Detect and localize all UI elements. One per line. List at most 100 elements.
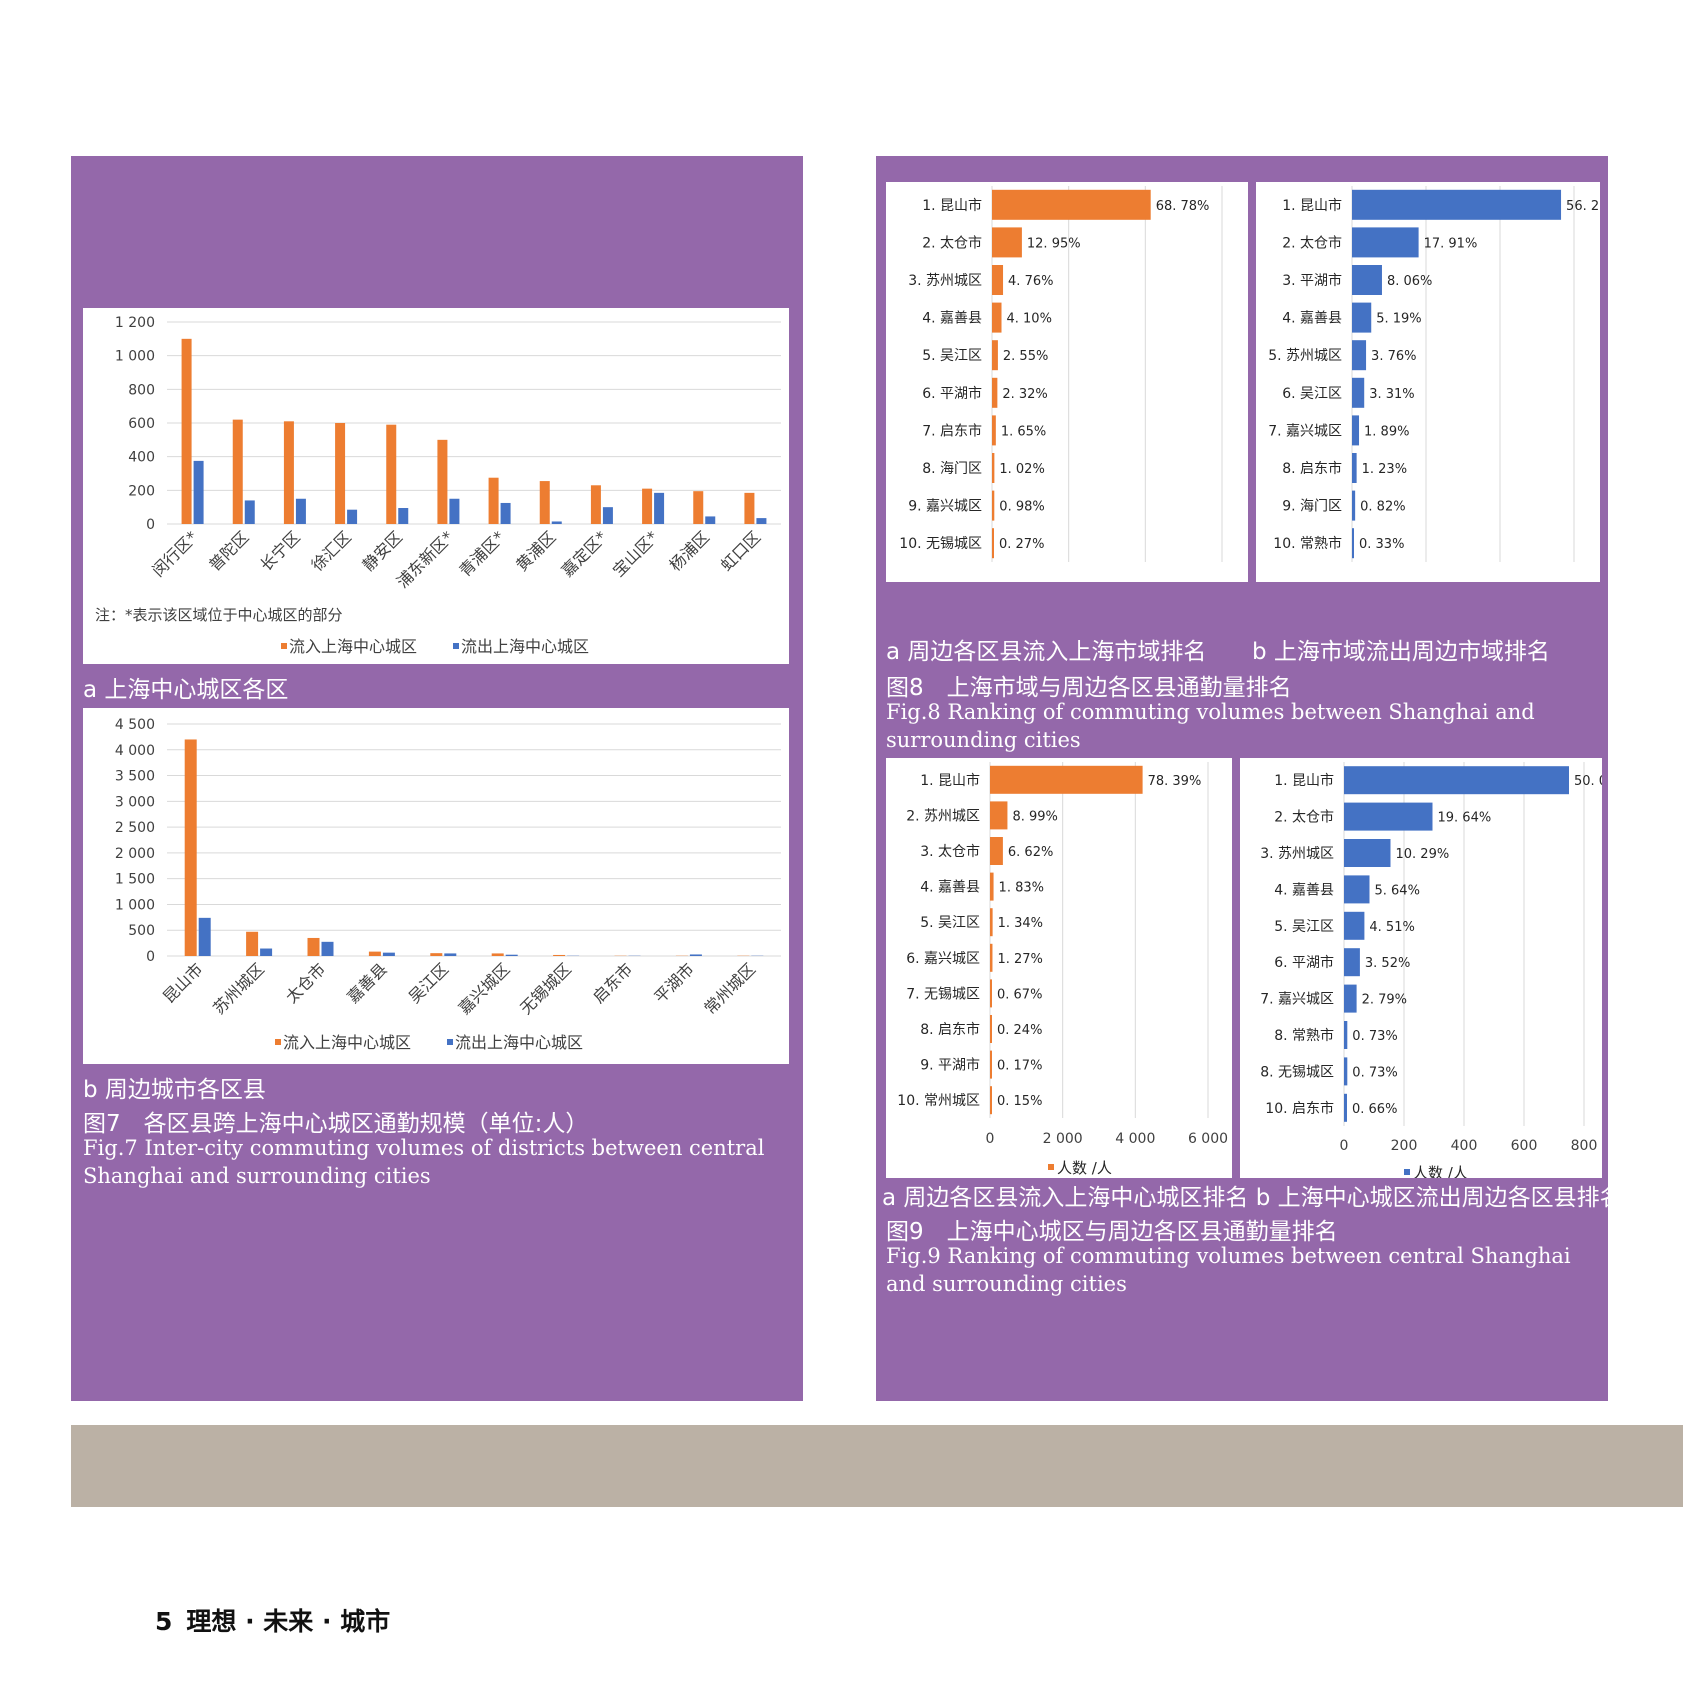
- fig7a-svg: 0 200 400 600 800 1 000 1 200 闵行区* 普陀区 长宁区 徐汇区 静安区浦…: [95, 315, 781, 656]
- y-tick-label: 600: [128, 416, 155, 432]
- x-tick-label: 600: [1511, 1138, 1538, 1154]
- x-category-label: 虹口区: [717, 527, 764, 574]
- y-tick-label: 0: [146, 517, 155, 533]
- bar-outflow: [321, 941, 334, 956]
- bar-inflow: [437, 439, 448, 524]
- ranking-bar: [992, 453, 995, 483]
- category-label: 3. 平湖市: [1282, 272, 1342, 289]
- bar-inflow: [693, 491, 704, 524]
- data-label: 68. 78%: [1156, 199, 1210, 214]
- ranking-bar: [990, 979, 992, 1008]
- bar-inflow: [590, 485, 601, 524]
- bar-outflow: [500, 502, 511, 524]
- x-tick-label: 6 000: [1188, 1131, 1228, 1147]
- bar-inflow: [368, 951, 381, 956]
- legend-label: 流入上海中心城区: [283, 1033, 411, 1052]
- fig7-subcaption-a: a 上海中心城区各区: [83, 677, 289, 703]
- legend-swatch: [447, 1039, 453, 1045]
- bar-outflow: [193, 460, 204, 524]
- data-label: 1. 89%: [1364, 424, 1409, 439]
- y-tick-label: 4 500: [115, 717, 155, 733]
- category-label: 10. 常熟市: [1273, 535, 1342, 552]
- category-label: 3. 太仓市: [920, 843, 980, 860]
- fig9a-chart: 0 2 000 4 000 6 000 1. 昆山市 78. 39% 2. 苏州城区 8. 9…: [886, 758, 1232, 1178]
- data-label: 0. 98%: [999, 500, 1044, 515]
- x-category-label: 苏州城区: [209, 959, 268, 1018]
- fig8-subcaption-b: b 上海市域流出周边市域排名: [1252, 639, 1550, 665]
- data-label: 0. 15%: [997, 1094, 1042, 1109]
- category-label: 7. 启东市: [922, 422, 982, 439]
- y-tick-label: 800: [128, 382, 155, 398]
- y-tick-label: 1 000: [115, 349, 155, 365]
- category-label: 5. 苏州城区: [1268, 348, 1342, 364]
- data-label: 0. 73%: [1352, 1065, 1397, 1080]
- ranking-bar: [1344, 875, 1370, 904]
- x-tick-label: 2 000: [1043, 1131, 1083, 1147]
- category-label: 1. 昆山市: [1282, 197, 1342, 214]
- ranking-bar: [990, 801, 1008, 830]
- category-label: 2. 太仓市: [1274, 809, 1334, 826]
- data-label: 4. 51%: [1369, 920, 1414, 935]
- y-tick-label: 0: [146, 949, 155, 965]
- ranking-bar: [1344, 766, 1569, 795]
- category-label: 6. 平湖市: [1274, 954, 1334, 971]
- data-label: 3. 76%: [1371, 349, 1416, 364]
- ranking-bar: [1352, 265, 1382, 295]
- ranking-bar: [992, 340, 998, 371]
- bar-inflow: [232, 419, 243, 524]
- bar-outflow: [705, 516, 716, 524]
- x-category-label: 杨浦区: [666, 527, 713, 574]
- x-category-label: 浦东新区*: [393, 527, 457, 591]
- ranking-bar: [1352, 377, 1365, 408]
- data-label: 10. 29%: [1396, 847, 1450, 862]
- data-label: 1. 27%: [997, 952, 1042, 967]
- x-category-label: 平湖市: [650, 959, 697, 1006]
- legend-swatch: [275, 1039, 281, 1045]
- ranking-bar: [990, 1015, 992, 1043]
- data-label: 1. 34%: [998, 916, 1043, 931]
- category-label: 8. 启东市: [920, 1021, 980, 1038]
- y-tick-label: 1 200: [115, 315, 155, 331]
- bar-outflow: [244, 500, 255, 524]
- fig9-caption-zh: 图9 上海中心城区与周边各区县通勤量排名: [886, 1219, 1338, 1245]
- y-tick-label: 200: [128, 483, 155, 499]
- bar-inflow: [246, 931, 259, 956]
- x-category-label: 宝山区*: [609, 527, 662, 580]
- page-footer: 5 理想 · 未来 · 城市: [155, 1602, 404, 1638]
- bar-inflow: [642, 488, 653, 524]
- data-label: 0. 17%: [997, 1059, 1042, 1074]
- data-label: 0. 66%: [1352, 1102, 1397, 1117]
- category-label: 5. 吴江区: [920, 915, 980, 931]
- data-label: 5. 64%: [1375, 883, 1420, 898]
- ranking-bar: [992, 415, 996, 446]
- bar-outflow: [382, 952, 395, 956]
- bar-inflow: [283, 421, 294, 524]
- data-label: 0. 73%: [1352, 1029, 1397, 1044]
- category-label: 6. 嘉兴城区: [906, 951, 980, 967]
- fig7b-svg: 0 500 1 000 1 500 2 000 2 500 3 000 3 500 4 000 4…: [115, 717, 781, 1052]
- fig8-caption-zh: 图8 上海市域与周边各区县通勤量排名: [886, 675, 1292, 701]
- data-label: 0. 82%: [1360, 500, 1405, 515]
- fig7b-chart: 0 500 1 000 1 500 2 000 2 500 3 000 3 500 4 000 4…: [83, 708, 789, 1064]
- x-tick-label: 400: [1451, 1138, 1478, 1154]
- ranking-bar: [992, 490, 995, 521]
- bar-inflow: [553, 954, 566, 956]
- bar-inflow: [184, 739, 197, 956]
- ranking-bar: [992, 377, 998, 408]
- x-tick-label: 200: [1391, 1138, 1418, 1154]
- data-label: 56. 21%: [1566, 199, 1600, 214]
- ranking-bar: [1352, 227, 1419, 258]
- data-label: 12. 95%: [1027, 236, 1081, 251]
- decorative-band: [71, 1425, 1683, 1507]
- data-label: 8. 06%: [1387, 274, 1432, 289]
- x-category-label: 嘉善县: [343, 959, 390, 1006]
- category-label: 8. 海门区: [922, 461, 982, 477]
- fig9a-svg: 0 2 000 4 000 6 000 1. 昆山市 78. 39% 2. 苏州城区 8. 9…: [897, 762, 1228, 1177]
- fig8-caption-en: Fig.8 Ranking of commuting volumes betwe…: [886, 700, 1535, 752]
- data-label: 2. 55%: [1003, 349, 1048, 364]
- fig9b-chart: 0 200 400 600 800 1. 昆山市 50. 03% 2. 太仓市 19. 64% 3…: [1240, 758, 1602, 1178]
- ranking-bar: [1352, 490, 1356, 521]
- legend-swatch: [1404, 1169, 1410, 1175]
- category-label: 4. 嘉善县: [1274, 882, 1334, 898]
